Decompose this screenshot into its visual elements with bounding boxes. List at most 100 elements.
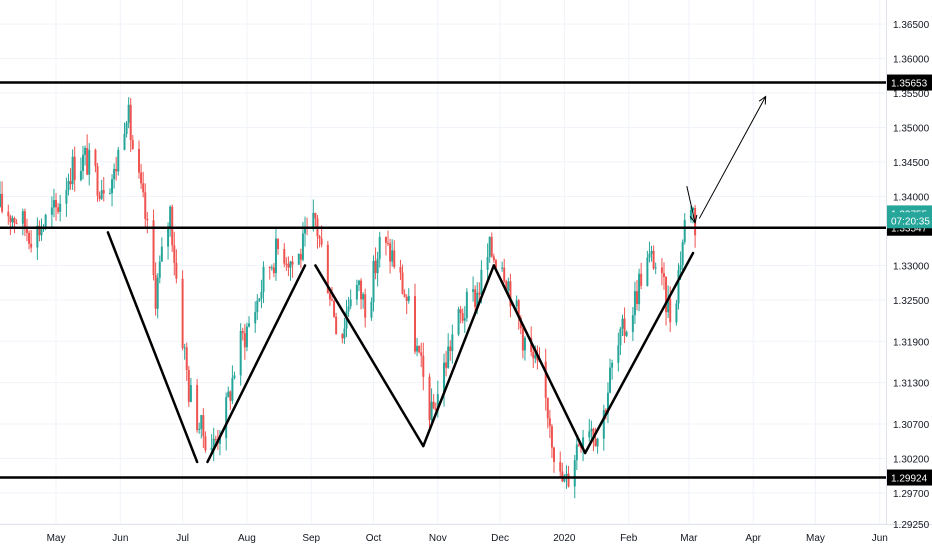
candle-body <box>299 253 302 260</box>
candle-body <box>171 206 174 246</box>
trendline <box>106 231 199 464</box>
candle-body <box>301 233 304 260</box>
candle-body <box>196 385 199 430</box>
y-tick-label: 1.35500 <box>893 89 930 100</box>
candle-body <box>245 326 248 348</box>
candle-body <box>606 392 609 414</box>
candle-body <box>36 225 39 248</box>
candle-body <box>1 193 4 212</box>
candle-body <box>320 238 323 245</box>
candle-body <box>505 281 508 291</box>
candle-body <box>443 362 446 395</box>
candle-body <box>596 438 599 447</box>
candle-body <box>314 212 317 219</box>
candle-body <box>312 212 315 228</box>
candle-body <box>488 237 491 258</box>
candle-body <box>546 397 549 419</box>
candle-body <box>227 391 230 398</box>
candle-body <box>631 315 634 332</box>
candle-body <box>274 238 277 274</box>
candle-body <box>582 437 585 448</box>
arrow-head <box>758 95 767 105</box>
candle-body <box>212 438 215 448</box>
candle-body <box>202 415 205 437</box>
candle-body <box>590 428 593 432</box>
candle-body <box>559 461 562 472</box>
y-tick-label: 1.33000 <box>893 261 930 272</box>
candle-body <box>675 303 678 323</box>
candle-body <box>7 211 10 217</box>
candle-body <box>73 156 76 181</box>
arrows-layer <box>686 95 767 224</box>
candle-body <box>490 237 493 257</box>
candle-body <box>436 394 439 411</box>
candle-body <box>138 148 141 173</box>
candle-body <box>476 292 479 308</box>
candle-body <box>465 291 468 319</box>
arrow-line <box>698 96 767 219</box>
candle-body <box>142 183 145 193</box>
candle-body <box>152 220 155 276</box>
candle-body <box>100 190 103 199</box>
candle-body <box>154 275 157 309</box>
candle-body <box>343 328 346 339</box>
candle-body <box>692 207 695 210</box>
candle-body <box>355 284 358 300</box>
candle-body <box>648 253 651 258</box>
candle-body <box>187 369 190 402</box>
candle-body <box>617 345 620 363</box>
candle-body <box>588 431 591 438</box>
candle-body <box>98 195 101 199</box>
x-tick-label: Jun <box>872 533 888 544</box>
candle-body <box>370 302 373 318</box>
candle-body <box>449 346 452 352</box>
candle-body <box>364 294 367 318</box>
candle-body <box>374 260 377 274</box>
candle-body <box>38 225 41 236</box>
candle-body <box>573 460 576 487</box>
candle-body <box>619 328 622 346</box>
candle-body <box>210 447 213 451</box>
candle-body <box>0 193 1 207</box>
candle-body <box>140 172 143 184</box>
level-price-label: 1.35653 <box>891 79 928 90</box>
candle-body <box>173 245 176 263</box>
candle-body <box>509 281 512 307</box>
candle-body <box>30 243 33 248</box>
candle-body <box>15 223 18 225</box>
candle-body <box>335 316 338 334</box>
candle-body <box>326 244 329 294</box>
candle-body <box>534 354 537 359</box>
candle-body <box>457 309 460 335</box>
candle-body <box>492 256 495 261</box>
candle-body <box>102 190 105 194</box>
price-badge-label: 07:20:35 <box>891 216 930 227</box>
candle-body <box>117 149 120 172</box>
candle-body <box>602 409 605 439</box>
grid-layer <box>0 0 886 525</box>
time-axis[interactable]: May Jun Jul Aug Sep Oct Nov Dec 2020 Feb Mar Apr May… <box>47 533 888 544</box>
candle-body <box>229 391 232 401</box>
candle-body <box>341 333 344 339</box>
candle-body <box>214 438 217 440</box>
candle-body <box>372 260 375 303</box>
candle-body <box>523 337 526 351</box>
candle-body <box>422 355 425 377</box>
candle-body <box>125 122 128 135</box>
candle-body <box>681 242 684 266</box>
candle-body <box>625 331 628 336</box>
price-badge <box>887 212 932 229</box>
price-axis[interactable]: 1.36500 1.36000 1.35500 1.35000 1.34500 1.340… <box>893 20 930 531</box>
candle-body <box>553 447 556 462</box>
level-price-badge <box>887 469 932 486</box>
candle-body <box>218 438 221 444</box>
candle-body <box>403 293 406 297</box>
candle-body <box>428 376 431 421</box>
candle-body <box>289 261 292 268</box>
candle-body <box>239 331 242 376</box>
candle-body <box>393 250 396 268</box>
candle-body <box>633 291 636 316</box>
candle-body <box>357 280 360 285</box>
candle-body <box>478 292 481 295</box>
